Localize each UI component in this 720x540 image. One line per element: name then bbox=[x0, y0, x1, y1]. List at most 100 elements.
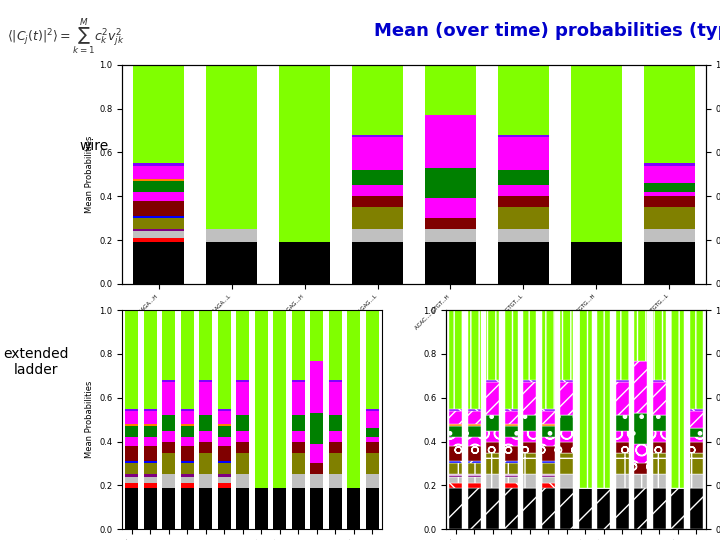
Bar bbox=[541, 409, 554, 411]
Bar bbox=[449, 446, 462, 461]
Bar bbox=[653, 453, 666, 475]
Bar bbox=[329, 430, 342, 442]
Bar bbox=[653, 310, 666, 380]
Bar bbox=[144, 483, 157, 488]
Bar bbox=[352, 170, 403, 185]
Bar bbox=[366, 475, 379, 488]
Bar bbox=[352, 196, 403, 207]
Bar bbox=[671, 310, 684, 488]
Bar bbox=[468, 424, 481, 426]
Bar bbox=[329, 488, 342, 529]
Bar bbox=[449, 411, 462, 424]
Bar bbox=[616, 415, 629, 430]
Bar bbox=[468, 488, 481, 529]
Bar bbox=[468, 477, 481, 483]
Bar bbox=[644, 229, 695, 242]
Bar bbox=[523, 488, 536, 529]
Bar bbox=[425, 218, 476, 229]
Bar bbox=[634, 475, 647, 488]
Bar bbox=[523, 310, 536, 380]
Bar bbox=[347, 310, 360, 488]
Bar bbox=[634, 310, 647, 361]
Bar bbox=[352, 207, 403, 229]
Bar bbox=[523, 380, 536, 382]
Bar bbox=[329, 415, 342, 430]
Bar bbox=[199, 415, 212, 430]
Bar bbox=[125, 477, 138, 483]
Bar bbox=[653, 415, 666, 430]
Bar bbox=[449, 426, 462, 437]
Bar bbox=[206, 65, 257, 229]
Text: extended
ladder: extended ladder bbox=[4, 347, 68, 377]
Bar bbox=[523, 382, 536, 415]
Bar bbox=[468, 437, 481, 446]
Bar bbox=[505, 409, 518, 411]
Bar bbox=[523, 475, 536, 488]
Bar bbox=[560, 380, 573, 382]
Bar bbox=[181, 463, 194, 475]
Bar bbox=[644, 192, 695, 196]
Bar bbox=[292, 380, 305, 382]
Bar bbox=[329, 310, 342, 380]
Bar bbox=[352, 185, 403, 196]
Bar bbox=[144, 411, 157, 424]
Bar bbox=[125, 310, 138, 409]
Bar bbox=[133, 229, 184, 231]
Bar bbox=[352, 65, 403, 135]
Bar bbox=[236, 310, 249, 380]
Bar bbox=[449, 461, 462, 463]
Bar bbox=[616, 488, 629, 529]
Bar bbox=[133, 179, 184, 181]
Bar bbox=[571, 242, 622, 284]
Bar bbox=[616, 442, 629, 453]
Bar bbox=[616, 382, 629, 415]
Bar bbox=[560, 430, 573, 442]
Bar bbox=[144, 424, 157, 426]
Bar bbox=[425, 198, 476, 218]
Bar bbox=[690, 428, 703, 437]
Bar bbox=[144, 477, 157, 483]
Bar bbox=[217, 475, 230, 477]
Bar bbox=[217, 483, 230, 488]
Bar bbox=[498, 135, 549, 137]
Bar bbox=[644, 65, 695, 164]
Bar bbox=[181, 424, 194, 426]
Bar bbox=[236, 488, 249, 529]
Bar bbox=[144, 488, 157, 529]
Bar bbox=[125, 463, 138, 475]
Bar bbox=[181, 310, 194, 409]
Bar bbox=[162, 415, 175, 430]
Bar bbox=[449, 483, 462, 488]
Bar bbox=[634, 413, 647, 444]
Bar bbox=[133, 216, 184, 218]
Bar bbox=[206, 229, 257, 242]
Bar bbox=[690, 437, 703, 442]
Bar bbox=[560, 488, 573, 529]
Bar bbox=[486, 380, 499, 382]
Bar bbox=[486, 415, 499, 430]
Bar bbox=[292, 382, 305, 415]
Bar bbox=[366, 442, 379, 453]
Bar bbox=[468, 463, 481, 475]
Bar bbox=[425, 242, 476, 284]
Bar bbox=[144, 437, 157, 446]
Bar bbox=[498, 242, 549, 284]
Bar bbox=[468, 426, 481, 437]
Bar bbox=[162, 430, 175, 442]
Bar bbox=[236, 380, 249, 382]
Bar bbox=[541, 437, 554, 446]
Bar bbox=[274, 310, 287, 488]
Bar bbox=[449, 424, 462, 426]
Bar bbox=[653, 488, 666, 529]
Bar bbox=[292, 453, 305, 475]
Bar bbox=[310, 463, 323, 475]
Bar bbox=[425, 65, 476, 115]
Bar bbox=[505, 437, 518, 446]
Bar bbox=[541, 461, 554, 463]
Bar bbox=[425, 229, 476, 242]
Bar bbox=[653, 475, 666, 488]
Bar bbox=[133, 218, 184, 229]
Bar bbox=[292, 310, 305, 380]
Bar bbox=[486, 430, 499, 442]
Bar bbox=[505, 310, 518, 409]
